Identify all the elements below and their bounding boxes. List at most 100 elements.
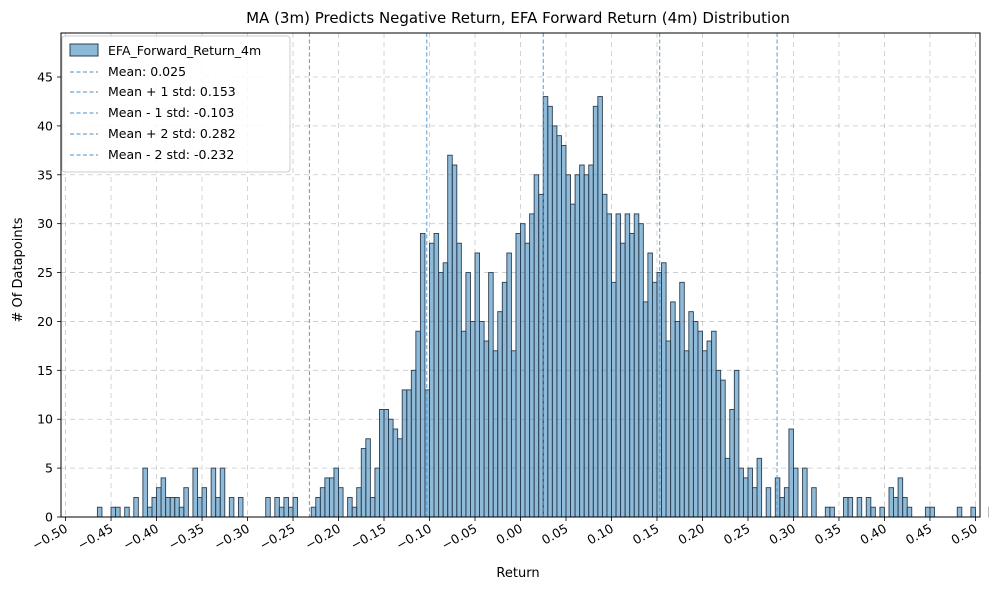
histogram-bar (711, 330, 717, 518)
histogram-bar (201, 487, 208, 518)
reference-lines (308, 33, 778, 517)
histogram-bar (197, 496, 203, 518)
histogram-bar (665, 340, 672, 518)
histogram-bar (474, 252, 481, 518)
histogram-bar (156, 487, 162, 518)
x-tick-label: −0.10 (393, 521, 434, 553)
histogram-bar (442, 262, 449, 518)
legend-label-mean: Mean: 0.025 (108, 64, 186, 79)
histogram-bar (374, 467, 380, 518)
histogram-bar (429, 242, 435, 518)
histogram-bar (360, 448, 367, 518)
histogram-bar (629, 232, 635, 518)
histogram-bar (702, 350, 708, 518)
histogram-bar (397, 438, 403, 518)
histogram-bar (310, 506, 317, 518)
histogram-bar (124, 506, 130, 518)
y-tick-label: 0 (45, 510, 53, 525)
x-tick-label: −0.45 (75, 521, 116, 553)
histogram-bar (115, 506, 121, 518)
x-tick-label: −0.15 (348, 521, 389, 553)
histogram-bar (388, 418, 394, 518)
histogram-bar (183, 487, 189, 518)
histogram-bar (192, 467, 198, 518)
x-tick-label: −0.30 (211, 521, 252, 553)
histogram-bar (451, 164, 458, 518)
histogram-bar (460, 330, 467, 518)
legend-box (61, 35, 291, 173)
histogram-bar (465, 272, 471, 518)
histogram-bar (724, 457, 731, 518)
histogram-bar (865, 496, 872, 518)
histogram-bar (524, 242, 531, 518)
histogram-bar (347, 496, 353, 518)
histogram-bar (178, 506, 185, 518)
histogram-bar (560, 144, 567, 518)
histogram-bar (533, 174, 540, 518)
histogram-bar (483, 340, 490, 518)
histogram-bar (574, 174, 581, 518)
histogram-bar (96, 506, 103, 518)
histogram-bar (651, 281, 658, 518)
x-tick-label: 0.00 (493, 521, 525, 548)
histogram-bar (670, 301, 676, 518)
histogram-bar (779, 496, 785, 518)
x-tick-label: −0.40 (120, 521, 161, 553)
histogram-bar (351, 506, 358, 518)
histogram-bar (338, 487, 344, 518)
histogram-bar (283, 496, 289, 518)
histogram-bar (146, 506, 153, 518)
histogram-bar (210, 467, 217, 518)
histogram-bar (265, 496, 271, 518)
histogram-bar (829, 506, 835, 518)
histogram-bar (611, 281, 617, 518)
histogram-bar (328, 477, 335, 518)
y-tick-label: 30 (37, 216, 53, 231)
x-axis-title: Return (496, 566, 539, 581)
histogram-bar (319, 487, 326, 518)
histogram-bar (706, 340, 713, 518)
histogram-bar (215, 496, 221, 518)
histogram-bar (529, 213, 535, 518)
histogram-bar (902, 496, 908, 518)
legend-swatch-bars (69, 43, 99, 57)
histogram-bar (624, 213, 631, 518)
histogram-bar (219, 467, 226, 518)
histogram-bar (278, 506, 285, 518)
x-tick-label: −0.25 (257, 521, 298, 553)
histogram-bar (151, 496, 157, 518)
histogram-bar (315, 496, 321, 518)
histogram-bar (906, 506, 913, 518)
histogram-bar (447, 154, 453, 518)
x-tick-label: 0.40 (857, 521, 889, 548)
histogram-bar (556, 135, 562, 518)
histogram-bar (692, 320, 699, 518)
histogram-bar (615, 213, 622, 518)
y-axis-title: # Of Datapoints (11, 217, 26, 322)
histogram-bar (551, 125, 558, 518)
histogram-bar (715, 369, 722, 518)
x-axis-ticks: −0.50 −0.45 −0.40 −0.35 −0.30 −0.25 −0.20 −0.15… (29, 517, 980, 553)
histogram-bar (824, 506, 831, 518)
histogram-bar (547, 105, 553, 518)
histogram-bar (620, 242, 626, 518)
histogram-bar (160, 477, 167, 518)
x-tick-label: −0.50 (29, 521, 70, 553)
histogram-bar (688, 311, 694, 518)
x-tick-label: 0.45 (903, 521, 935, 548)
histogram-bar (752, 487, 758, 518)
histogram-bar (738, 467, 744, 518)
y-tick-label: 40 (37, 118, 53, 133)
histogram-bar (501, 281, 508, 518)
histogram-bar (110, 506, 117, 518)
legend-label-mean-minus-1std: Mean - 1 std: -0.103 (108, 105, 234, 120)
histogram-bar (133, 496, 139, 518)
histogram-bar (661, 262, 667, 518)
x-tick-label: 0.20 (675, 521, 707, 548)
x-tick-label: −0.35 (166, 521, 207, 553)
x-tick-label: 0.15 (630, 521, 662, 548)
histogram-bar (924, 506, 931, 518)
histogram-bar (415, 330, 421, 518)
histogram-bar (601, 193, 608, 518)
